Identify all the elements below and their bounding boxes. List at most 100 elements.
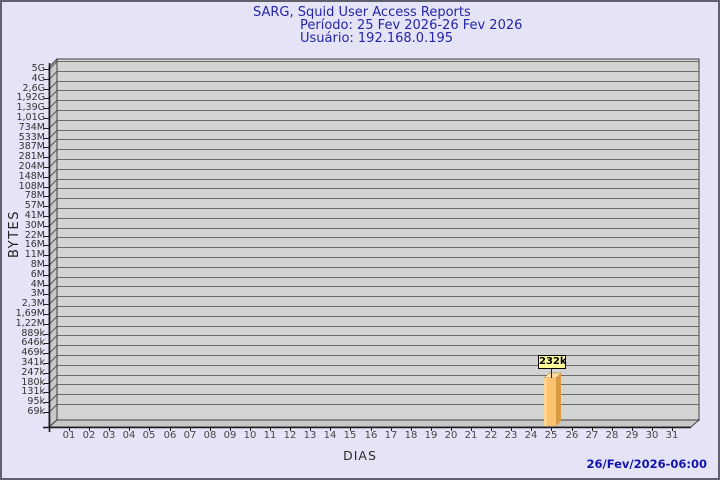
y-tick-label: 69k: [27, 406, 45, 417]
x-tick-label: 07: [183, 430, 197, 441]
y-tick-label: 22M: [24, 229, 45, 241]
y-tick-label: 1,01G: [16, 112, 45, 123]
plot-back-wall: [56, 58, 700, 421]
y-tick-wall-line: [48, 404, 58, 413]
y-tick-label: 204M: [18, 161, 45, 172]
x-tick-label: 06: [163, 430, 177, 441]
y-tick-label: 180k: [21, 376, 45, 388]
y-tick-wall-line: [48, 355, 58, 364]
y-tick-label: 78M: [24, 190, 45, 202]
x-tick-label: 23: [504, 430, 518, 441]
x-tick-label: 14: [323, 430, 337, 441]
y-tick-label: 247k: [21, 366, 45, 378]
y-tick-wall-line: [48, 90, 58, 99]
x-tick-label: 13: [303, 430, 317, 441]
y-tick-wall-line: [48, 100, 58, 109]
x-tick-label: 02: [82, 430, 96, 441]
x-axis-title: DIAS: [343, 448, 377, 463]
x-tick-label: 29: [625, 430, 639, 441]
x-tick-label: 08: [203, 430, 217, 441]
y-tick-label: 889k: [21, 327, 45, 339]
x-tick-label: 12: [283, 430, 297, 441]
y-tick-label: 108M: [18, 180, 45, 192]
x-tick-label: 11: [263, 430, 277, 441]
y-tick-wall-line: [48, 394, 58, 403]
y-tick-wall-line: [48, 345, 58, 354]
y-tick-label: 131k: [21, 386, 45, 398]
y-tick-wall-line: [48, 335, 58, 344]
x-tick-label: 24: [524, 430, 538, 441]
y-tick-label: 646k: [21, 337, 45, 349]
chart-title: SARG, Squid User Access Reports: [253, 5, 471, 20]
y-tick-wall-line: [48, 384, 58, 393]
bar-highlight: [544, 378, 547, 426]
y-tick-wall-line: [48, 169, 58, 178]
y-tick-wall-line: [48, 375, 58, 384]
y-tick-wall-line: [48, 247, 58, 256]
chart-user-subtitle: Usuário: 192.168.0.195: [300, 31, 454, 46]
x-tick-label: 17: [384, 430, 398, 441]
y-tick-wall-line: [48, 316, 58, 325]
y-tick-label: 734M: [18, 121, 45, 133]
y-tick-label: 8M: [30, 259, 45, 270]
y-tick-wall-line: [48, 149, 58, 158]
y-tick-label: 30M: [24, 219, 45, 231]
y-tick-wall-line: [48, 277, 58, 286]
y-tick-label: 6M: [30, 268, 45, 280]
chart-period-subtitle: Período: 25 Fev 2026-26 Fev 2026: [300, 18, 523, 33]
y-tick-wall-line: [48, 130, 58, 139]
y-tick-label: 3M: [30, 288, 45, 300]
y-tick-label: 5G: [31, 63, 45, 74]
x-tick-label: 22: [484, 430, 498, 441]
y-tick-label: 16M: [24, 239, 45, 251]
x-tick-label: 15: [343, 430, 357, 441]
y-tick-wall-line: [48, 179, 58, 188]
x-tick-label: 30: [645, 430, 659, 441]
y-tick-wall-line: [48, 267, 58, 276]
y-tick-label: 387M: [18, 141, 45, 153]
y-axis-title: BYTES: [7, 209, 22, 259]
y-tick-wall-line: [48, 81, 58, 90]
y-tick-wall-line: [48, 218, 58, 227]
y-tick-label: 4M: [30, 278, 45, 290]
x-tick-label: 21: [464, 430, 478, 441]
x-tick-label: 04: [122, 430, 136, 441]
x-tick-label: 16: [364, 430, 378, 441]
plot-floor: [47, 419, 701, 428]
y-tick-wall-line: [48, 188, 58, 197]
y-tick-wall-line: [48, 228, 58, 237]
x-tick-label: 09: [223, 430, 237, 441]
x-tick-label: 27: [585, 430, 599, 441]
y-tick-label: 1,22M: [15, 317, 45, 329]
y-tick-wall-line: [48, 326, 58, 335]
y-tick-wall-line: [48, 159, 58, 168]
x-tick-label: 26: [565, 430, 579, 441]
y-tick-wall-line: [48, 296, 58, 305]
y-tick-label: 41M: [24, 210, 45, 221]
y-tick-wall-line: [48, 120, 58, 129]
y-tick-label: 1,39G: [16, 102, 45, 114]
y-tick-label: 1,69M: [15, 308, 45, 319]
y-tick-label: 57M: [24, 200, 45, 212]
y-tick-wall-line: [48, 286, 58, 295]
report-timestamp: 26/Fev/2026-06:00: [586, 457, 707, 471]
y-tick-label: 533M: [18, 131, 45, 143]
y-tick-wall-line: [48, 365, 58, 374]
bar-value-annotation: 232k: [538, 355, 567, 369]
x-tick-label: 03: [102, 430, 116, 441]
y-tick-label: 341k: [21, 357, 45, 368]
y-tick-label: 95k: [27, 396, 45, 408]
x-tick-label: 05: [142, 430, 156, 441]
y-tick-wall-line: [48, 139, 58, 148]
x-tick-label: 18: [404, 430, 418, 441]
y-tick-label: 148M: [18, 170, 45, 182]
y-tick-label: 1,92G: [16, 92, 45, 104]
y-tick-label: 469k: [21, 347, 45, 359]
x-tick-label: 01: [62, 430, 76, 441]
y-tick-label: 2,6G: [22, 82, 45, 94]
y-tick-wall-line: [48, 198, 58, 207]
y-tick-wall-line: [48, 208, 58, 217]
bar-side-face: [556, 373, 561, 426]
